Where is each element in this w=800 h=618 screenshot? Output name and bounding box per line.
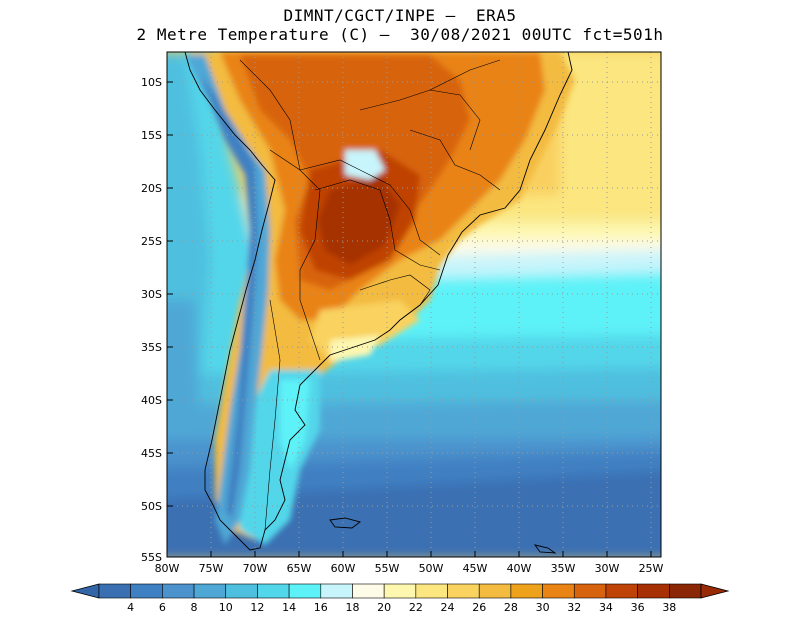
coastlines xyxy=(184,52,573,554)
colorbar-label: 36 xyxy=(631,601,645,614)
lon-label-25w: 25W xyxy=(639,562,664,575)
colorbar-under-arrow xyxy=(70,583,100,599)
colorbar-swatch xyxy=(383,583,417,599)
colorbar-swatch xyxy=(98,583,131,599)
colorbar-label: 10 xyxy=(219,601,233,614)
colorbar-swatch xyxy=(225,583,258,599)
lon-label-45w: 45W xyxy=(463,562,488,575)
graticule xyxy=(167,52,661,557)
lon-label-50w: 50W xyxy=(419,562,444,575)
colorbar-label: 38 xyxy=(662,601,676,614)
colorbar-swatch xyxy=(573,583,607,599)
colorbar-label: 22 xyxy=(409,601,423,614)
colorbar-label: 20 xyxy=(377,601,391,614)
colorbar-label: 18 xyxy=(345,601,359,614)
lat-label-50s: 50S xyxy=(141,500,162,513)
colorbar-over-arrow xyxy=(700,583,730,599)
lat-label-40s: 40S xyxy=(141,394,162,407)
colorbar-swatch xyxy=(415,583,448,599)
lat-label-55s: 55S xyxy=(141,551,162,564)
lat-label-35s: 35S xyxy=(141,341,162,354)
lon-label-70w: 70W xyxy=(243,562,268,575)
colorbar-label: 16 xyxy=(314,601,328,614)
lat-label-30s: 30S xyxy=(141,288,162,301)
colorbar-swatch xyxy=(257,583,290,599)
colorbar-label: 4 xyxy=(127,601,134,614)
colorbar-swatch xyxy=(162,583,195,599)
colorbar-swatch xyxy=(130,583,163,599)
lat-label-20s: 20S xyxy=(141,182,162,195)
lon-label-40w: 40W xyxy=(507,562,532,575)
colorbar-label: 8 xyxy=(191,601,198,614)
colorbar-swatch xyxy=(447,583,480,599)
colorbar-swatch xyxy=(478,583,512,599)
colorbar-swatch xyxy=(542,583,575,599)
lon-label-60w: 60W xyxy=(331,562,356,575)
lon-label-75w: 75W xyxy=(199,562,224,575)
colorbar-swatch xyxy=(605,583,638,599)
lat-label-45s: 45S xyxy=(141,447,162,460)
lon-label-30w: 30W xyxy=(595,562,620,575)
lon-label-35w: 35W xyxy=(551,562,576,575)
lat-label-15s: 15S xyxy=(141,129,162,142)
temperature-field xyxy=(167,52,661,557)
colorbar-label: 6 xyxy=(159,601,166,614)
lon-label-65w: 65W xyxy=(287,562,312,575)
lon-axis: 80W 75W 70W 65W 60W 55W 50W 45W 40W 35W … xyxy=(155,551,664,575)
colorbar-label: 30 xyxy=(536,601,550,614)
title-line-2: 2 Metre Temperature (C) – 30/08/2021 00U… xyxy=(136,25,664,44)
colorbar-swatch xyxy=(510,583,543,599)
colorbar: 4 6 8 10 12 14 16 18 20 22 24 26 28 30 32 34 36 38 xyxy=(70,583,730,614)
lon-label-55w: 55W xyxy=(375,562,400,575)
colorbar-swatch xyxy=(669,583,702,599)
lon-label-80w: 80W xyxy=(155,562,180,575)
colorbar-label: 26 xyxy=(472,601,486,614)
country-borders xyxy=(239,59,501,531)
lat-label-25s: 25S xyxy=(141,235,162,248)
colorbar-label: 28 xyxy=(504,601,518,614)
lat-label-10s: 10S xyxy=(141,76,162,89)
colorbar-swatch xyxy=(352,583,385,599)
colorbar-label: 14 xyxy=(282,601,296,614)
colorbar-label: 24 xyxy=(441,601,455,614)
map-frame xyxy=(166,51,662,558)
colorbar-label: 12 xyxy=(250,601,264,614)
colorbar-swatch xyxy=(288,583,322,599)
colorbar-swatch xyxy=(320,583,353,599)
title-line-1: DIMNT/CGCT/INPE – ERA5 xyxy=(283,6,517,25)
colorbar-label: 34 xyxy=(599,601,613,614)
colorbar-label: 32 xyxy=(567,601,581,614)
lat-axis: 10S 15S 20S 25S 30S 35S 40S 45S 50S 55S xyxy=(141,76,173,564)
colorbar-swatch xyxy=(193,583,227,599)
colorbar-swatch xyxy=(637,583,670,599)
